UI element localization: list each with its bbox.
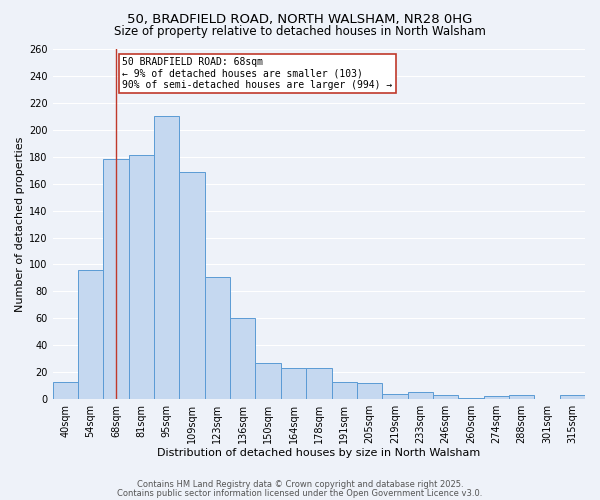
- Bar: [509, 395, 535, 399]
- Bar: [154, 116, 179, 399]
- Bar: [179, 172, 205, 399]
- Bar: [103, 160, 129, 399]
- Bar: [332, 382, 357, 399]
- Text: Size of property relative to detached houses in North Walsham: Size of property relative to detached ho…: [114, 25, 486, 38]
- X-axis label: Distribution of detached houses by size in North Walsham: Distribution of detached houses by size …: [157, 448, 481, 458]
- Bar: [230, 318, 256, 399]
- Bar: [560, 395, 585, 399]
- Bar: [357, 383, 382, 399]
- Bar: [78, 270, 103, 399]
- Bar: [433, 395, 458, 399]
- Bar: [484, 396, 509, 399]
- Bar: [129, 156, 154, 399]
- Bar: [382, 394, 407, 399]
- Text: 50 BRADFIELD ROAD: 68sqm
← 9% of detached houses are smaller (103)
90% of semi-d: 50 BRADFIELD ROAD: 68sqm ← 9% of detache…: [122, 57, 392, 90]
- Text: 50, BRADFIELD ROAD, NORTH WALSHAM, NR28 0HG: 50, BRADFIELD ROAD, NORTH WALSHAM, NR28 …: [127, 12, 473, 26]
- Y-axis label: Number of detached properties: Number of detached properties: [15, 136, 25, 312]
- Text: Contains HM Land Registry data © Crown copyright and database right 2025.: Contains HM Land Registry data © Crown c…: [137, 480, 463, 489]
- Bar: [256, 362, 281, 399]
- Bar: [281, 368, 306, 399]
- Bar: [458, 398, 484, 399]
- Bar: [407, 392, 433, 399]
- Bar: [205, 276, 230, 399]
- Bar: [53, 382, 78, 399]
- Text: Contains public sector information licensed under the Open Government Licence v3: Contains public sector information licen…: [118, 488, 482, 498]
- Bar: [306, 368, 332, 399]
